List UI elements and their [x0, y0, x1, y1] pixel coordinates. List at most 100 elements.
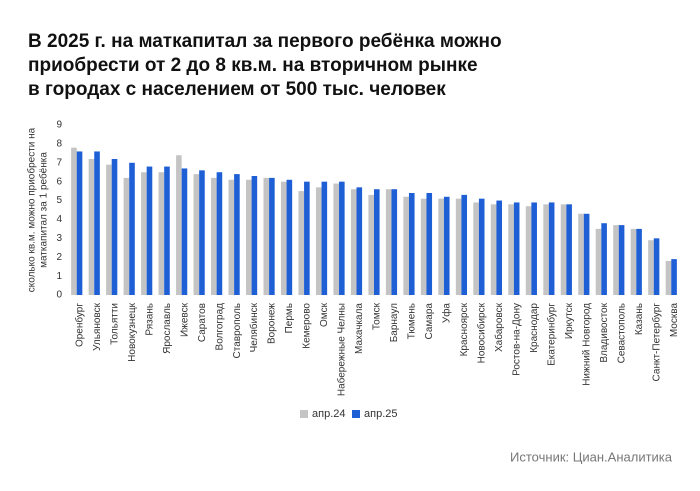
x-tick-label: Воронеж [267, 303, 278, 344]
bar [158, 172, 165, 295]
bar [443, 196, 450, 295]
bar [636, 228, 642, 295]
bar [601, 223, 607, 295]
bar [199, 170, 205, 295]
chart-title: в городах с населением от 500 тыс. челов… [28, 79, 446, 100]
bar [315, 187, 322, 295]
x-tick-label: Ставрополь [232, 303, 243, 359]
x-tick-label: Пермь [284, 303, 295, 333]
bar [455, 198, 462, 295]
x-tick-label: Ульяновск [92, 302, 103, 350]
x-tick-label: Уфа [441, 303, 453, 324]
x-tick-label: Севастополь [616, 303, 627, 363]
x-tick-label: Самара [424, 303, 435, 340]
bar [578, 213, 584, 295]
bar [298, 191, 305, 295]
bar [333, 183, 340, 295]
bar [648, 240, 654, 295]
bar [234, 174, 240, 295]
x-tick-label: Кемерово [302, 303, 313, 349]
bar [176, 155, 182, 295]
bar [531, 202, 537, 295]
chart-title: приобрести от 2 до 8 кв.м. на вторичном … [28, 55, 478, 76]
bar [438, 198, 444, 295]
bar [129, 162, 135, 295]
chart-title: В 2025 г. на маткапитал за первого ребён… [28, 31, 502, 52]
bar [595, 228, 602, 295]
bar [246, 179, 252, 295]
bar [181, 168, 188, 295]
bar [304, 181, 310, 295]
x-tick-label: Екатеринбург [545, 303, 557, 366]
x-tick-label: Краснодар [529, 303, 540, 353]
x-tick-label: Томск [372, 302, 383, 330]
bar [391, 189, 398, 295]
bar [216, 172, 223, 295]
legend-label: апр.24 [312, 408, 345, 420]
y-tick-label: 9 [56, 120, 62, 131]
y-tick-label: 2 [56, 252, 62, 263]
bar [164, 166, 170, 295]
x-tick-label: Саратов [197, 303, 208, 342]
x-tick-label: Казань [634, 303, 645, 335]
bar [211, 177, 217, 295]
bar [269, 177, 275, 295]
x-tick-label: Красноярск [459, 302, 470, 356]
y-tick-label: 0 [56, 290, 62, 301]
legend-swatch [300, 410, 308, 418]
bar [286, 179, 293, 295]
bar [513, 202, 520, 295]
bar [525, 206, 532, 295]
bar [671, 259, 677, 295]
bar [618, 225, 625, 295]
legend-label: апр.25 [364, 408, 397, 420]
bar [548, 202, 555, 295]
y-tick-label: 6 [56, 176, 62, 187]
x-tick-label: Владивосток [599, 302, 610, 362]
bar [478, 198, 485, 295]
bar [385, 189, 392, 295]
bar [88, 159, 95, 295]
legend-swatch [352, 410, 360, 418]
x-tick-label: Набережные Челны [336, 303, 348, 396]
bar [560, 204, 567, 295]
bar [280, 181, 287, 295]
bar [653, 238, 660, 295]
x-tick-label: Новосибирск [476, 302, 488, 363]
x-tick-label: Барнаул [389, 303, 400, 342]
y-tick-label: 3 [56, 233, 62, 244]
y-tick-label: 7 [56, 157, 62, 168]
bar [251, 176, 258, 295]
x-tick-label: Рязань [144, 303, 155, 336]
bar [321, 181, 328, 295]
y-tick-label: 4 [56, 214, 62, 225]
x-tick-label: Санкт-Петербург [650, 303, 662, 382]
y-tick-label: 1 [56, 271, 62, 282]
x-tick-label: Тольятти [109, 303, 120, 345]
bar [339, 181, 345, 295]
bar [71, 147, 77, 295]
bar [630, 228, 637, 295]
bar [76, 151, 83, 295]
x-tick-label: Нижний Новгород [581, 303, 592, 386]
bar [543, 204, 549, 295]
bar [228, 179, 235, 295]
bar [356, 187, 363, 295]
bar [106, 164, 112, 295]
x-tick-label: Волгоград [214, 303, 225, 351]
x-tick-label: Тюмень [407, 303, 418, 339]
x-tick-label: Москва [669, 303, 680, 338]
bar [368, 194, 374, 295]
source: Источник: Циан.Аналитика [510, 449, 673, 464]
bar [193, 174, 200, 295]
bar [123, 177, 130, 295]
x-tick-label: Махачкала [354, 303, 365, 354]
bar [461, 194, 468, 295]
bar [408, 193, 415, 295]
bar [350, 189, 357, 295]
bar [146, 166, 153, 295]
bar [665, 261, 672, 295]
y-tick-label: 8 [56, 139, 62, 150]
bar [141, 172, 147, 295]
